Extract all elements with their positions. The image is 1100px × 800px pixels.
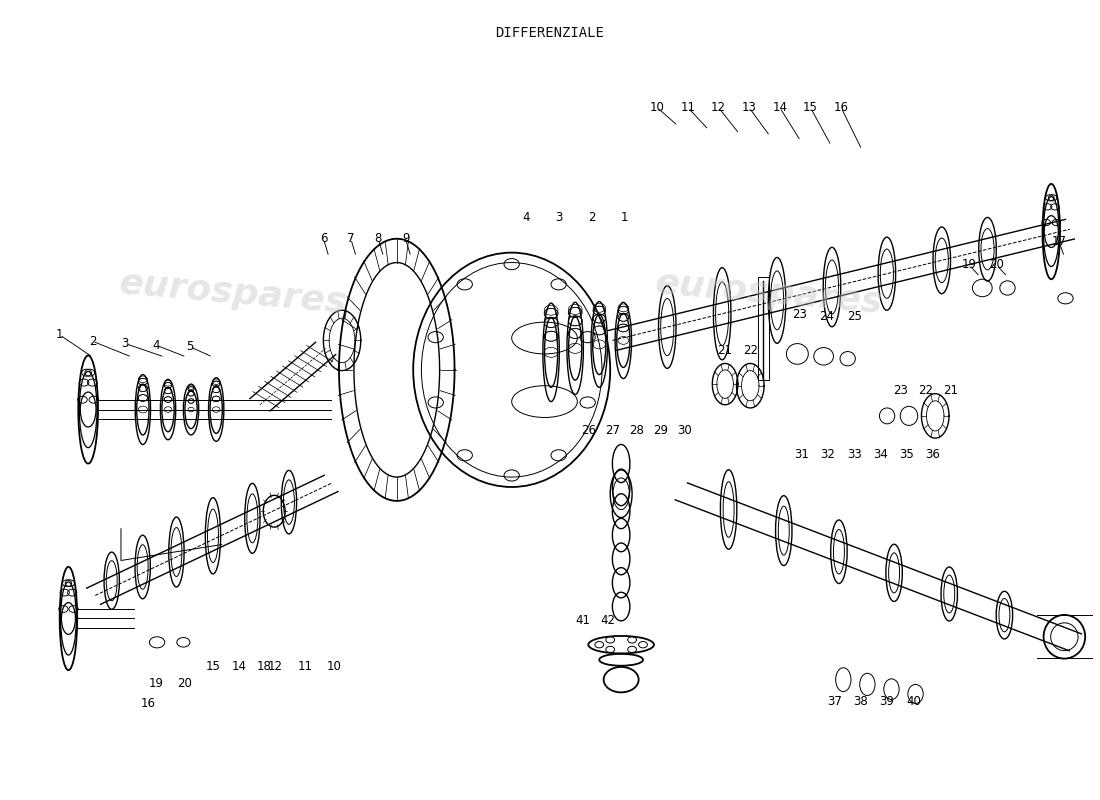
- Text: 1: 1: [620, 210, 628, 224]
- Text: 26: 26: [581, 424, 596, 437]
- Text: 17: 17: [1052, 234, 1066, 248]
- Text: 14: 14: [772, 101, 788, 114]
- Text: 3: 3: [556, 210, 562, 224]
- Text: 5: 5: [186, 340, 194, 354]
- Text: 2: 2: [89, 334, 97, 348]
- Text: 4: 4: [522, 210, 530, 224]
- Text: 12: 12: [711, 101, 726, 114]
- Text: 12: 12: [267, 660, 283, 673]
- Text: eurospares: eurospares: [653, 266, 884, 320]
- Text: 13: 13: [741, 101, 757, 114]
- Text: eurospares: eurospares: [118, 266, 348, 320]
- Text: 35: 35: [900, 447, 914, 461]
- Text: 3: 3: [122, 337, 129, 350]
- Text: 24: 24: [820, 310, 835, 323]
- Text: 28: 28: [629, 424, 644, 437]
- Text: 9: 9: [402, 232, 409, 246]
- Text: 19: 19: [148, 677, 164, 690]
- Text: 2: 2: [587, 210, 595, 224]
- Text: 33: 33: [847, 447, 861, 461]
- Text: 23: 23: [893, 384, 907, 397]
- Text: 30: 30: [678, 424, 692, 437]
- Text: 20: 20: [177, 677, 191, 690]
- Text: 36: 36: [925, 447, 940, 461]
- Text: 42: 42: [601, 614, 616, 627]
- Text: 41: 41: [575, 614, 591, 627]
- Text: 22: 22: [742, 344, 758, 358]
- Text: 4: 4: [152, 338, 160, 352]
- Text: 22: 22: [917, 384, 933, 397]
- Text: 37: 37: [827, 695, 842, 708]
- Text: 31: 31: [794, 447, 810, 461]
- Text: 15: 15: [206, 660, 220, 673]
- Text: 15: 15: [803, 101, 818, 114]
- Text: 6: 6: [320, 232, 327, 246]
- Text: 21: 21: [943, 384, 958, 397]
- Bar: [758, 277, 769, 380]
- Text: 29: 29: [653, 424, 668, 437]
- Text: 19: 19: [961, 258, 977, 271]
- Text: 10: 10: [650, 101, 664, 114]
- Text: 11: 11: [297, 660, 312, 673]
- Text: 1: 1: [56, 328, 64, 342]
- Text: 21: 21: [717, 344, 733, 358]
- Text: 23: 23: [792, 308, 807, 321]
- Text: 38: 38: [854, 695, 868, 708]
- Text: 7: 7: [348, 232, 354, 246]
- Text: 39: 39: [880, 695, 894, 708]
- Text: 27: 27: [605, 424, 620, 437]
- Text: 18: 18: [257, 660, 272, 673]
- Text: 14: 14: [232, 660, 246, 673]
- Text: 16: 16: [834, 101, 848, 114]
- Text: DIFFERENZIALE: DIFFERENZIALE: [496, 26, 604, 40]
- Text: 34: 34: [873, 447, 888, 461]
- Text: 40: 40: [906, 695, 921, 708]
- Text: 20: 20: [989, 258, 1004, 271]
- Text: 10: 10: [327, 660, 342, 673]
- Text: 11: 11: [681, 101, 695, 114]
- Text: 25: 25: [847, 310, 861, 323]
- Text: 32: 32: [821, 447, 835, 461]
- Text: 8: 8: [374, 232, 382, 246]
- Text: 16: 16: [141, 697, 156, 710]
